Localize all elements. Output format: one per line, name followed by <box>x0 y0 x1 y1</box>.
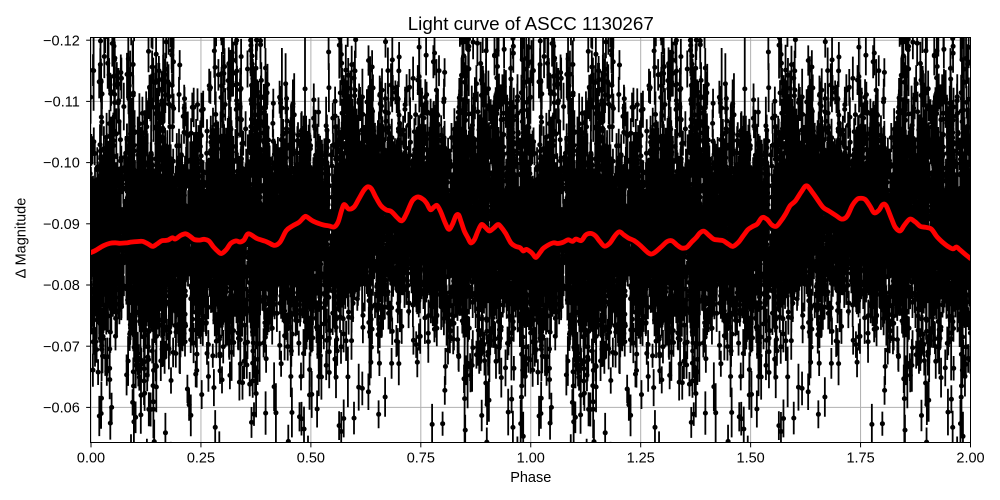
svg-text:0.25: 0.25 <box>187 450 215 466</box>
svg-text:−0.06: −0.06 <box>43 401 80 417</box>
svg-text:2.00: 2.00 <box>956 450 984 466</box>
svg-text:0.75: 0.75 <box>407 450 435 466</box>
svg-text:Light curve of ASCC 1130267: Light curve of ASCC 1130267 <box>408 13 654 34</box>
svg-text:−0.08: −0.08 <box>43 278 80 294</box>
svg-text:−0.07: −0.07 <box>43 339 80 355</box>
svg-text:1.50: 1.50 <box>737 450 765 466</box>
svg-text:−0.11: −0.11 <box>44 95 80 111</box>
svg-text:−0.09: −0.09 <box>43 217 80 233</box>
svg-text:0.00: 0.00 <box>77 450 105 466</box>
svg-text:Phase: Phase <box>510 470 551 486</box>
svg-text:1.75: 1.75 <box>846 450 874 466</box>
svg-text:1.00: 1.00 <box>517 450 545 466</box>
svg-text:0.50: 0.50 <box>297 450 325 466</box>
svg-text:1.25: 1.25 <box>627 450 655 466</box>
svg-text:Δ Magnitude: Δ Magnitude <box>14 198 30 279</box>
svg-text:−0.10: −0.10 <box>43 156 80 172</box>
svg-text:−0.12: −0.12 <box>43 33 80 49</box>
